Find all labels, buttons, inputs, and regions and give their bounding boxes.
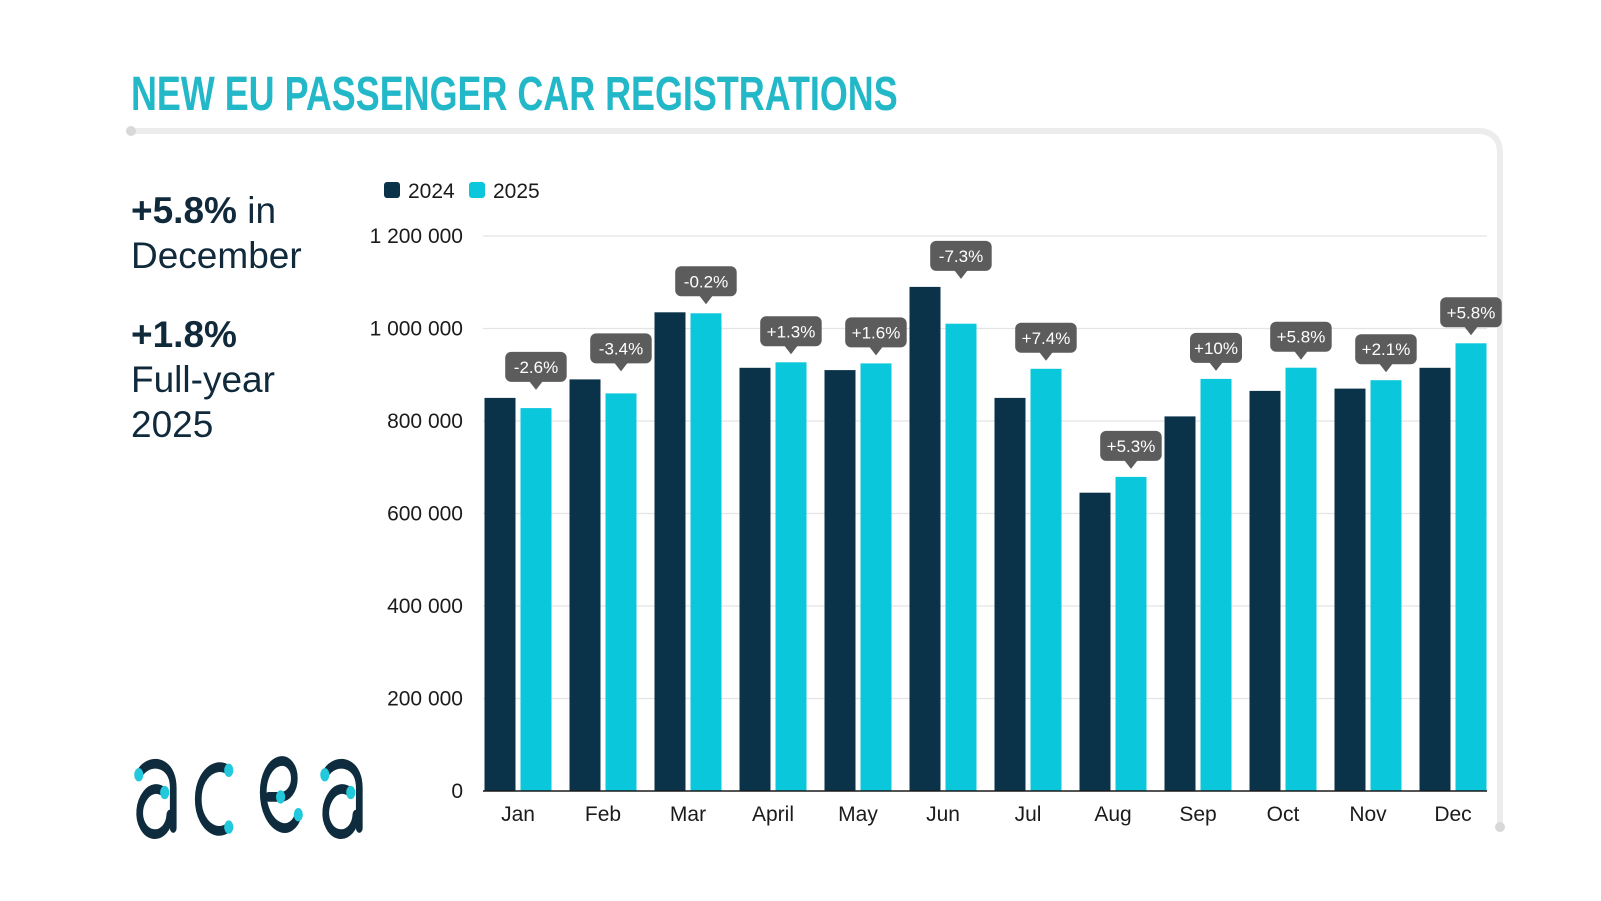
svg-text:+2.1%: +2.1% [1362, 340, 1411, 359]
svg-text:May: May [838, 803, 878, 826]
svg-text:-7.3%: -7.3% [939, 247, 983, 266]
svg-text:Mar: Mar [670, 803, 706, 826]
svg-text:400 000: 400 000 [387, 595, 463, 618]
svg-text:0: 0 [451, 780, 463, 803]
svg-text:+5.8%: +5.8% [1277, 328, 1326, 347]
svg-text:Feb: Feb [585, 803, 621, 826]
svg-text:1 000 000: 1 000 000 [370, 318, 463, 341]
svg-text:+1.6%: +1.6% [852, 323, 901, 342]
svg-text:+7.4%: +7.4% [1022, 329, 1071, 348]
svg-text:Sep: Sep [1179, 803, 1216, 826]
svg-text:Oct: Oct [1267, 803, 1300, 826]
svg-text:+5.8%: +5.8% [1447, 303, 1496, 322]
svg-text:Dec: Dec [1434, 803, 1471, 826]
svg-text:+1.3%: +1.3% [767, 322, 816, 341]
svg-text:Nov: Nov [1349, 803, 1387, 826]
svg-text:600 000: 600 000 [387, 503, 463, 526]
svg-text:Jun: Jun [926, 803, 960, 826]
svg-text:Jul: Jul [1015, 803, 1042, 826]
svg-text:Jan: Jan [501, 803, 535, 826]
svg-text:+5.3%: +5.3% [1107, 437, 1156, 456]
svg-text:+10%: +10% [1194, 339, 1238, 358]
svg-text:-3.4%: -3.4% [599, 339, 643, 358]
svg-text:800 000: 800 000 [387, 410, 463, 433]
svg-text:April: April [752, 803, 794, 826]
svg-text:-0.2%: -0.2% [684, 272, 728, 291]
svg-text:-2.6%: -2.6% [514, 358, 558, 377]
svg-text:200 000: 200 000 [387, 688, 463, 711]
svg-text:Aug: Aug [1094, 803, 1131, 826]
svg-text:1 200 000: 1 200 000 [370, 225, 463, 248]
